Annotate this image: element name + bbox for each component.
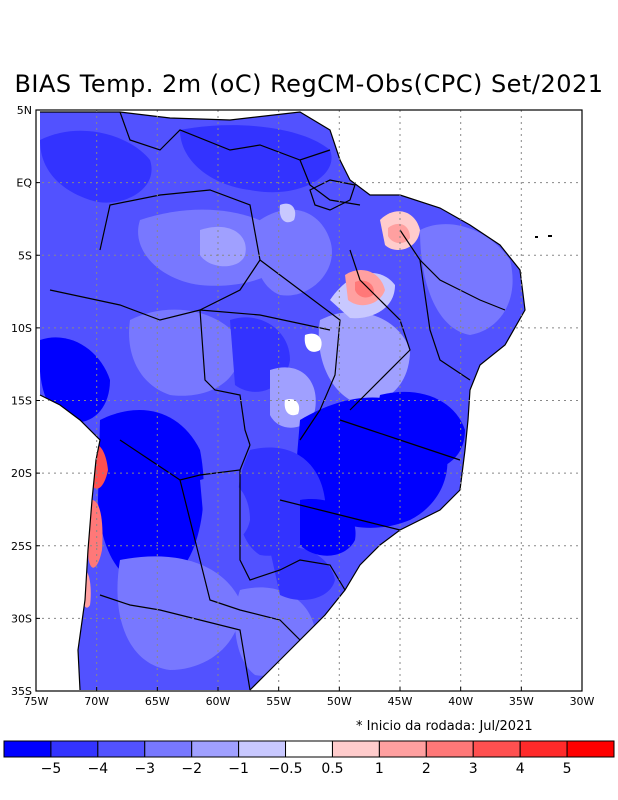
lat-tick-label: 20S xyxy=(11,467,32,480)
lat-tick-label: 30S xyxy=(11,612,32,625)
lon-tick-label: 40W xyxy=(448,695,473,708)
lon-tick-label: 45W xyxy=(388,695,413,708)
lat-tick-label: 5N xyxy=(17,104,32,117)
lat-tick-label: 35S xyxy=(11,685,32,698)
lon-tick-label: 75W xyxy=(24,695,49,708)
lon-tick-label: 50W xyxy=(327,695,352,708)
lon-tick-label: 65W xyxy=(145,695,170,708)
lat-tick-label: 5S xyxy=(18,249,32,262)
lon-tick-label: 55W xyxy=(266,695,291,708)
political-boundaries xyxy=(39,111,526,691)
lon-tick-label: 60W xyxy=(206,695,231,708)
lat-tick-label: 25S xyxy=(11,540,32,553)
lat-tick-label: EQ xyxy=(16,177,32,190)
chart-title: BIAS Temp. 2m (oC) RegCM-Obs(CPC) Set/20… xyxy=(14,70,604,98)
lat-tick-label: 15S xyxy=(11,395,32,408)
lon-tick-label: 35W xyxy=(509,695,534,708)
grid-lines xyxy=(36,110,582,691)
lon-tick-label: 70W xyxy=(84,695,109,708)
run-start-footnote: * Inicio da rodada: Jul/2021 xyxy=(356,719,533,734)
island-dots xyxy=(535,235,552,238)
lon-tick-labels: 75W 70W 65W 60W 55W 50W 45W 40W 35W 30W xyxy=(24,687,595,708)
lat-tick-label: 10S xyxy=(11,322,32,335)
lat-tick-labels: 5N EQ 5S 10S 15S 20S 25S 30S 35S xyxy=(11,104,40,698)
lon-tick-label: 30W xyxy=(570,695,595,708)
